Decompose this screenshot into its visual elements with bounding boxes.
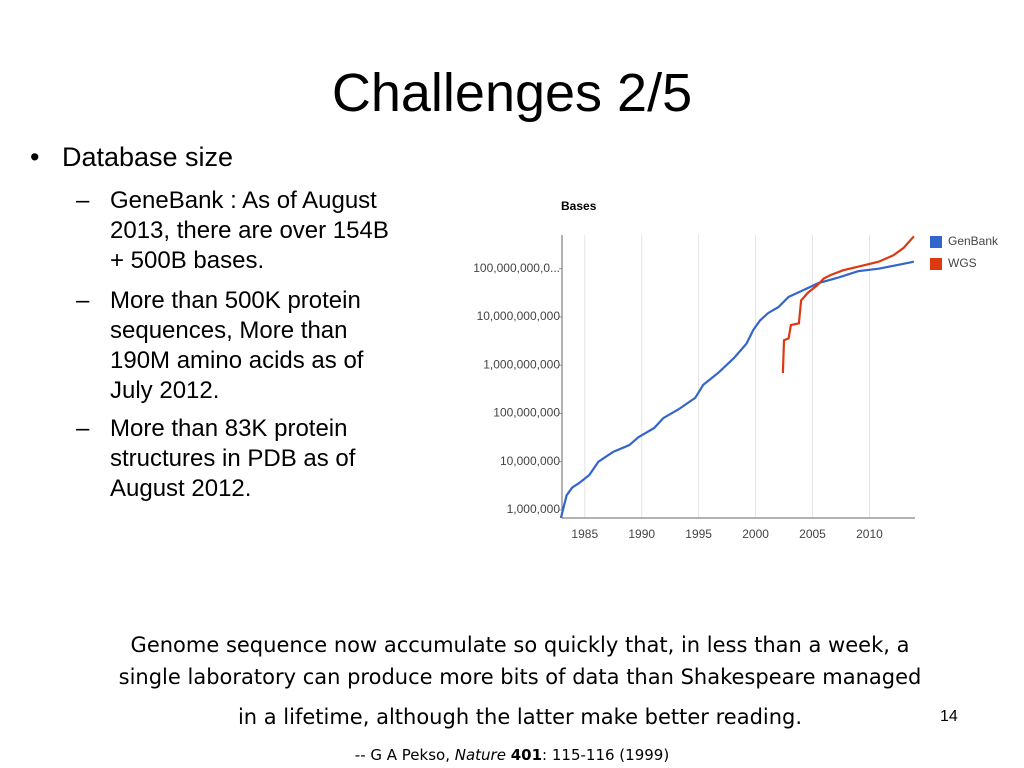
sub-bullet-line: 190M amino acids as of	[110, 347, 364, 374]
quote-line: single laboratory can produce more bits …	[118, 665, 922, 689]
y-tick-label: 100,000,000	[493, 406, 560, 420]
citation-author: -- G A Pekso,	[354, 746, 455, 764]
dash: –	[76, 415, 90, 442]
sub-bullet-line: + 500B bases.	[110, 247, 265, 274]
bullet: • Database size	[30, 142, 234, 172]
sub-bullet-line: sequences, More than	[110, 317, 348, 344]
chart-title: Bases	[561, 199, 597, 213]
page-number: 14	[940, 708, 958, 725]
legend-swatch	[930, 258, 942, 270]
x-tick-label: 2010	[856, 527, 883, 541]
sub-bullet: – More than 83K protein structures in PDB …	[76, 414, 355, 504]
slide-title: Challenges 2/5	[331, 63, 693, 123]
citation-journal: Nature	[454, 746, 506, 764]
citation-pages: : 115-116 (1999)	[542, 746, 670, 764]
x-tick-label: 2005	[799, 527, 826, 541]
series-line	[559, 260, 915, 519]
y-tick-label: 1,000,000,000	[483, 357, 560, 371]
x-tick-label: 1990	[628, 527, 655, 541]
sub-bullet-line: August 2012.	[110, 475, 252, 502]
sub-bullet-line: GeneBank : As of August	[110, 187, 377, 214]
series-line	[781, 235, 915, 374]
y-tick-label: 1,000,000	[507, 502, 561, 516]
dash: –	[76, 187, 90, 214]
y-tick-label: 10,000,000	[500, 454, 560, 468]
x-tick-label: 2000	[742, 527, 769, 541]
legend-label: GenBank	[948, 234, 999, 248]
citation-volume: 401	[510, 746, 543, 764]
x-tick-label: 1985	[571, 527, 598, 541]
sub-bullet-line: July 2012.	[110, 377, 220, 404]
legend-swatch	[930, 236, 942, 248]
dash: –	[76, 287, 90, 314]
y-tick-label: 10,000,000,000	[477, 309, 561, 323]
y-tick-label: 100,000,000,0...	[473, 261, 560, 275]
sub-bullet-line: structures in PDB as of	[110, 445, 356, 472]
sub-bullet: – GeneBank : As of August 2013, there are …	[76, 186, 389, 276]
sub-bullet: – More than 500K protein sequences, More t…	[76, 286, 363, 406]
quote-line: Genome sequence now accumulate so quickl…	[130, 633, 910, 657]
quote-line: in a lifetime, although the latter make …	[237, 705, 803, 729]
bullet-text: Database size	[61, 142, 234, 172]
legend-label: WGS	[948, 256, 977, 270]
sub-bullet-line: More than 83K protein	[110, 415, 348, 442]
citation: -- G A Pekso, Nature 401: 115-116 (1999)	[0, 746, 1024, 764]
x-tick-label: 1995	[685, 527, 712, 541]
sub-bullet-line: More than 500K protein	[110, 287, 361, 314]
sub-bullet-line: 2013, there are over 154B	[110, 217, 389, 244]
